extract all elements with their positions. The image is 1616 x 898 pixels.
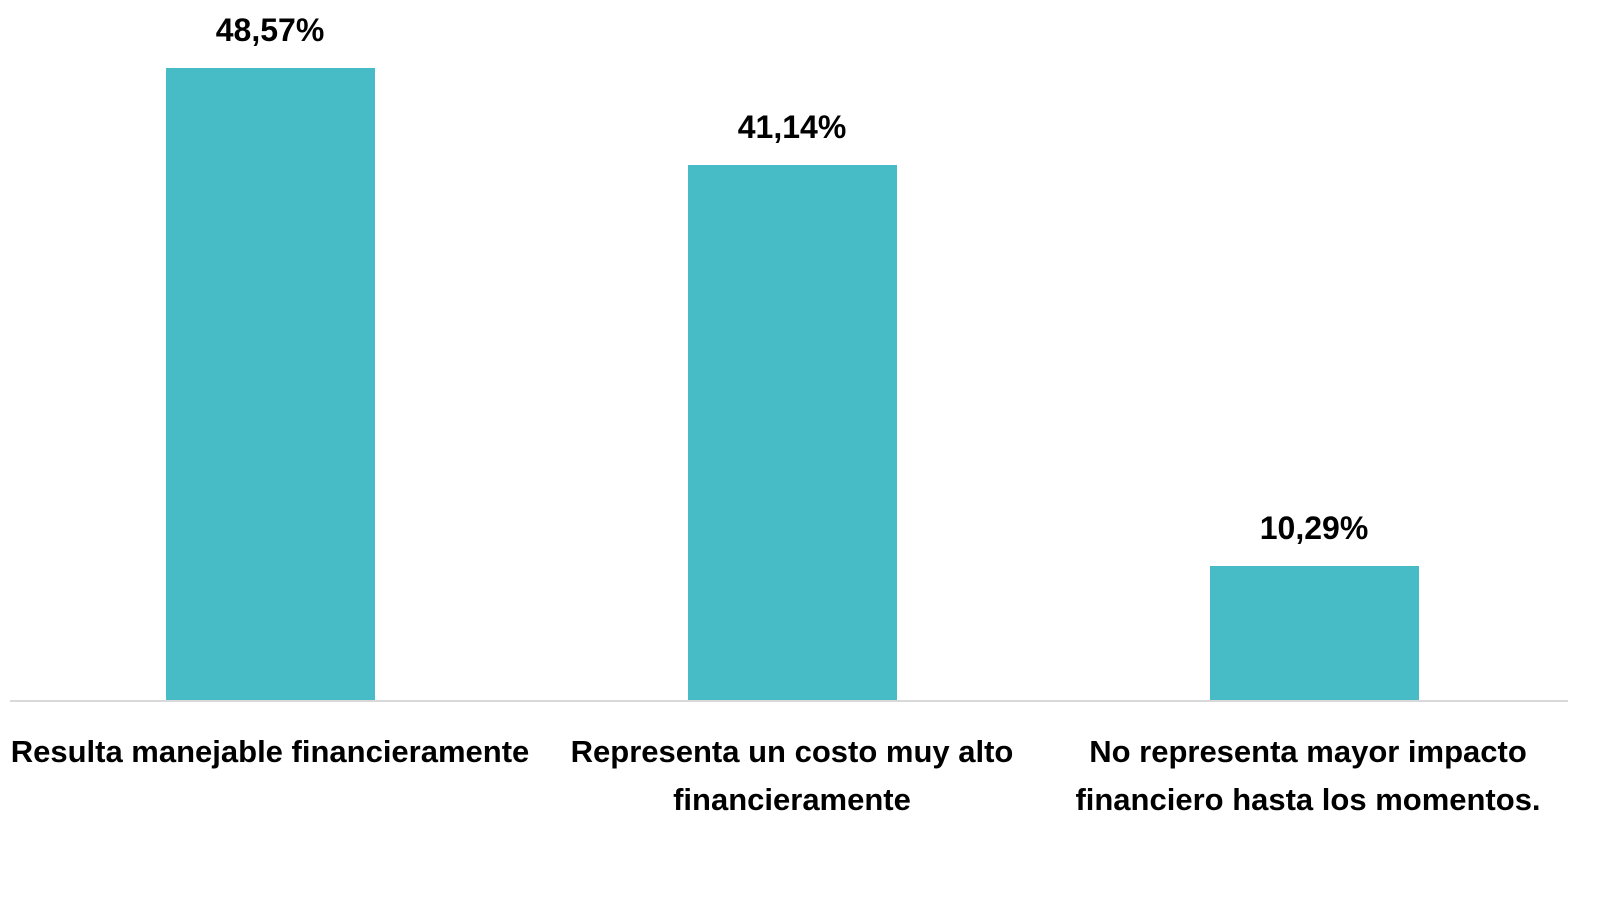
x-tick-label: Representa un costo muy alto financieram…	[570, 734, 1014, 817]
value-label: 41,14%	[737, 108, 847, 145]
x-tick-label: Resulta manejable financieramente	[10, 734, 530, 769]
bar	[165, 68, 375, 700]
value-label: 48,57%	[215, 12, 325, 49]
baseline	[10, 700, 1568, 702]
x-tick-label: No representa mayor impacto financiero h…	[1075, 734, 1541, 817]
bar	[687, 164, 897, 700]
value-label: 10,29%	[1259, 510, 1369, 547]
bar	[1209, 566, 1419, 700]
